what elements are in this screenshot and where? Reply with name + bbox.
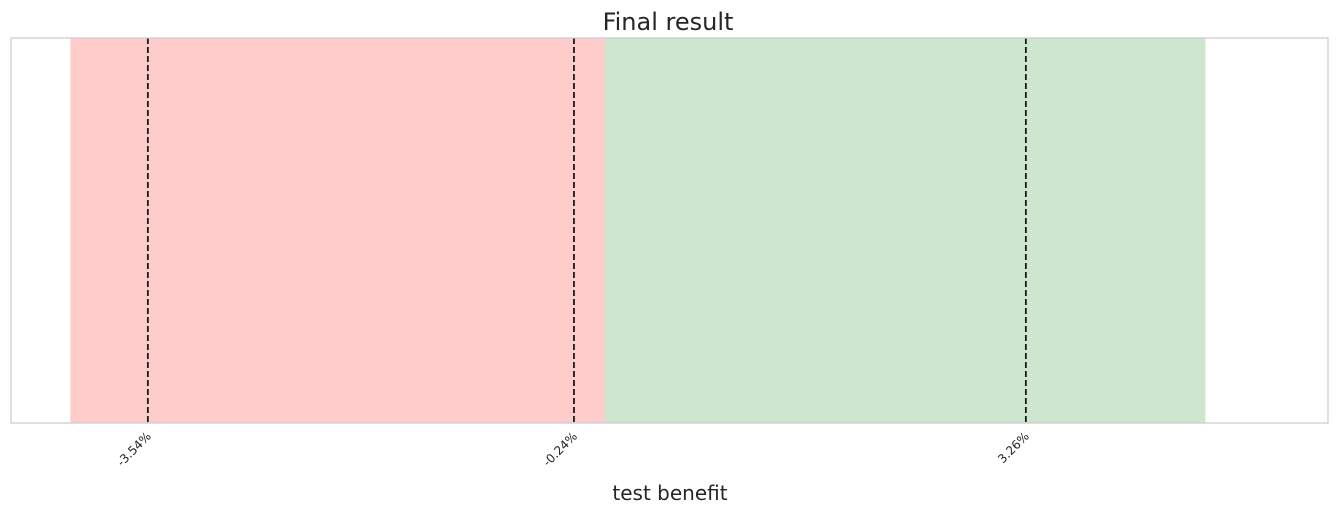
x-tick-label-1: -3.54%: [114, 429, 154, 469]
positive-region: [604, 38, 1206, 423]
axes-frame: [10, 37, 1329, 424]
x-tick-label-2: -0.24%: [540, 429, 580, 469]
negative-region: [70, 38, 605, 423]
x-axis-label: test benefit: [612, 481, 727, 505]
chart-title: Final result: [603, 8, 734, 36]
tick-labels-layer: -3.54% -0.24% 3.26%: [114, 429, 1032, 469]
regions-layer: [70, 38, 1206, 423]
vlines-layer: [146, 38, 1027, 423]
x-tick-label-3: 3.26%: [995, 429, 1032, 466]
